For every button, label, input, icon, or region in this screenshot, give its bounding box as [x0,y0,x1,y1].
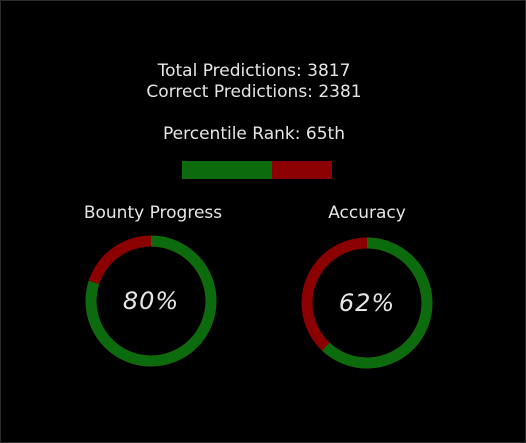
total-predictions-text: Total Predictions: 3817 [157,61,351,81]
bounty-progress-value: 80% [122,287,180,315]
bounty-gauge-fill [85,235,217,367]
accuracy-title: Accuracy [328,203,406,223]
percentile-rank-text: Percentile Rank: 65th [163,124,345,144]
accuracy-value: 62% [338,289,396,317]
bounty-progress-title: Bounty Progress [83,203,223,223]
percentile-rank-bar-fill [182,161,272,179]
percentile-rank-bar [182,161,332,179]
correct-predictions-text: Correct Predictions: 2381 [146,82,362,102]
accuracy-gauge: 62% [301,237,433,369]
bounty-progress-gauge: 80% [85,235,217,367]
accuracy-gauge-fill [301,237,433,369]
